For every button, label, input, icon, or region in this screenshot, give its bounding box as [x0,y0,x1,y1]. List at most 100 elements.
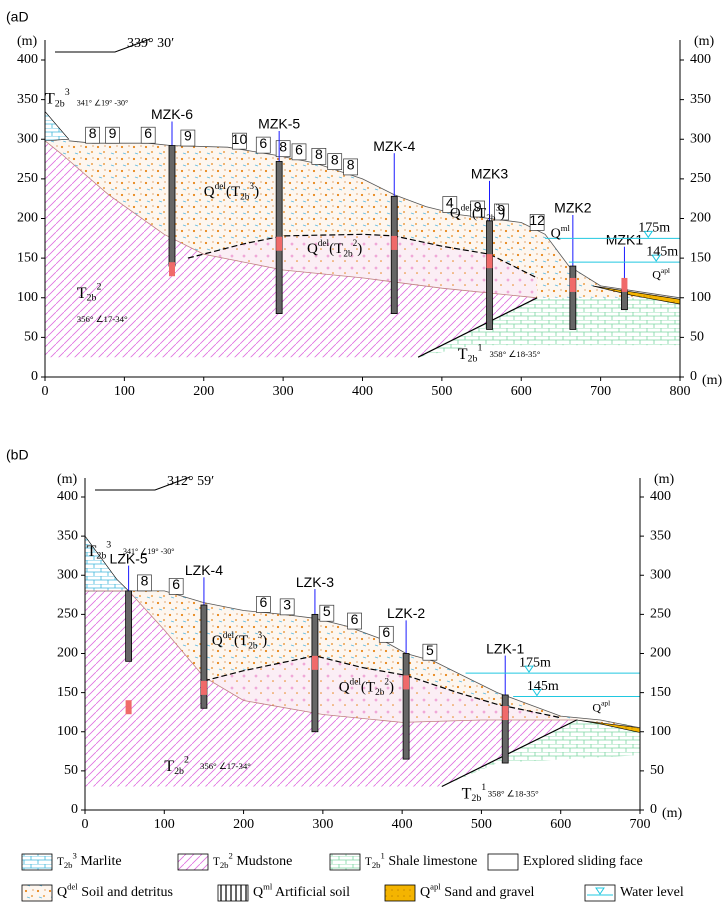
y-tick-label: 350 [17,92,38,107]
y-tick-label: 250 [17,171,38,186]
text-part: 2b [468,354,478,365]
text-part: T [77,284,87,301]
legend-swatch [330,854,360,870]
borehole-label: MZK3 [471,166,509,182]
x-tick-label: 700 [590,384,611,399]
building-label: 12 [529,212,545,228]
y-tick-label: 50 [24,330,38,345]
text-part: (T [329,242,343,258]
y2-tick-label: 300 [690,131,711,146]
stratum-label: 341° ∠19° -30° [123,547,174,556]
borehole-label: MZK2 [554,200,592,216]
text-part: (T [472,206,486,222]
text-part: Q [57,885,67,900]
text-part: apl [601,698,610,707]
bearing: 312° 59′ [167,474,214,489]
water-level-label: 175m [638,221,670,236]
building-label: 9 [109,125,117,141]
text-part: Mudstone [233,854,293,869]
x-tick-label: 400 [392,817,413,832]
text-part: 356° ∠17-34° [200,761,251,771]
text-part: Q [212,633,223,649]
building-label: 6 [295,142,303,158]
text-part: Water level [620,885,684,900]
borehole [126,591,132,661]
text-part: 3 [106,540,111,551]
text-part: Q [551,227,561,242]
water-level-label: 175m [519,655,551,670]
building-label: 8 [315,146,323,162]
stratum-label: T2b3 [45,88,70,110]
text-part: 2b [87,293,97,304]
y-tick-label: 100 [57,724,78,739]
y-tick-label: 300 [17,131,38,146]
y-unit: (m) [57,472,78,487]
building-label: 3 [283,597,291,613]
borehole [391,196,397,313]
y-tick-label: 150 [17,250,38,265]
text-part: T [458,345,468,362]
text-part: 2b [240,193,250,203]
y-tick-label: 400 [57,489,78,504]
y2-tick-label: 100 [650,724,671,739]
text-part: ) [500,206,505,222]
text-part: apl [661,265,670,274]
x-tick-label: 500 [431,384,452,399]
text-part: Q [450,206,461,222]
borehole-slide-zone [169,262,175,276]
text-part: T [45,90,55,107]
text-part: 2 [184,755,189,766]
borehole [312,614,318,731]
building-label: 5 [323,603,331,619]
text-part: Q [339,680,350,696]
building-label: 8 [89,125,97,141]
borehole-slide-zone [391,236,397,250]
stratum-label: 341° ∠19° -30° [77,98,128,107]
x-tick-label: 300 [312,817,333,832]
text-part: 356° ∠17-34° [77,314,128,324]
text-part: del [223,631,235,641]
y-tick-label: 50 [64,763,78,778]
legend-label: Water level [620,885,684,900]
y-tick-label: 0 [71,802,78,817]
stratum-label: T2b3 [87,540,112,562]
text-part: del [67,881,78,891]
borehole-label: LZK-2 [387,605,425,621]
borehole-label: LZK-4 [185,562,223,578]
y2-tick-label: 350 [690,92,711,107]
building-label: 6 [382,624,390,640]
x-tick-label: 0 [42,384,49,399]
y2-tick-label: 50 [690,330,704,345]
legend-swatch [218,885,248,901]
legend-label: Explored sliding face [523,854,643,869]
building-label: 6 [351,611,359,627]
water-level-label: 145m [527,679,559,694]
borehole-label: MZK-6 [151,106,193,122]
borehole [621,290,627,310]
y2-tick-label: 200 [690,211,711,226]
building-label: 6 [259,135,267,151]
legend-label: Qml Artificial soil [253,881,350,900]
legend-swatch [22,885,52,901]
text-part: 2b [248,641,258,651]
text-part: T [462,785,472,802]
text-part: ) [254,185,259,201]
building-label: 8 [331,151,339,167]
stratum-label: 356° ∠17-34° [200,761,251,771]
text-part: 2b [220,860,229,870]
y-tick-label: 300 [57,567,78,582]
text-part: ml [561,223,571,233]
x-unit: (m) [702,373,723,388]
y-unit: (m) [17,34,38,49]
legend-swatch [178,854,208,870]
y2-unit: (m) [654,472,675,487]
x-tick-label: 100 [154,817,175,832]
text-part: T [87,542,97,559]
legend-label: Qapl Sand and gravel [420,881,535,900]
y2-tick-label: 350 [650,528,671,543]
borehole [169,146,175,266]
text-part: ) [262,633,267,649]
building-label: 9 [184,128,192,144]
borehole [502,695,508,763]
text-part: del [215,182,227,192]
